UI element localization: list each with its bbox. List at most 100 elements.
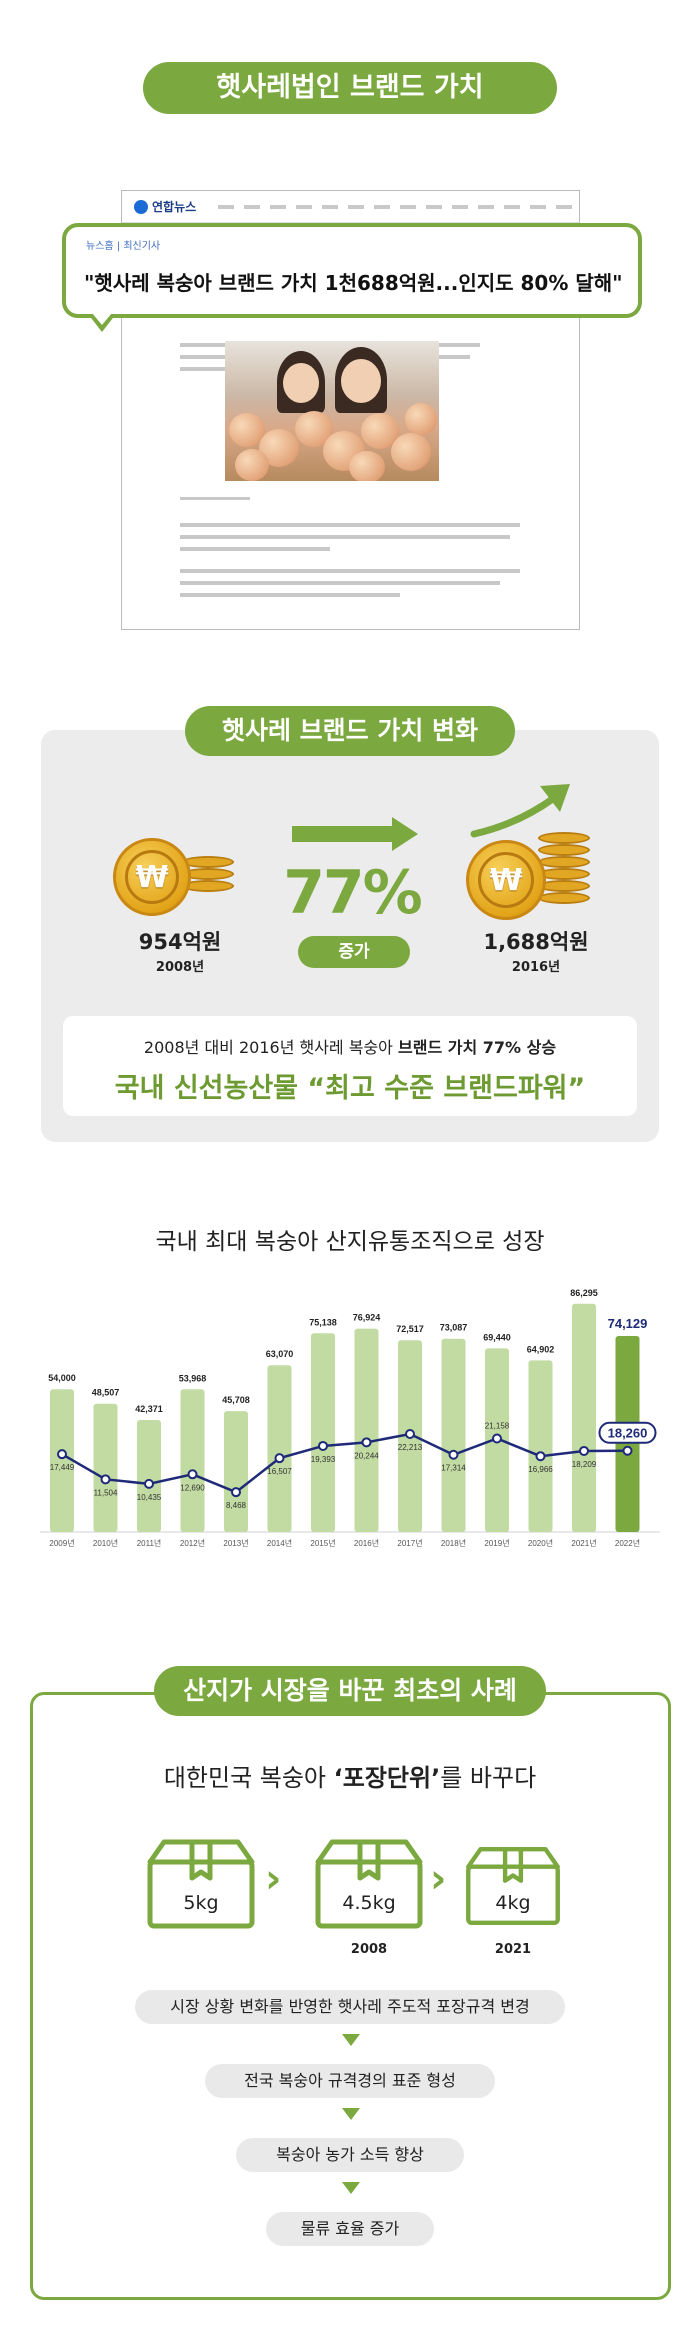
- chart-point: [274, 1453, 285, 1464]
- headline-callout: 뉴스홈 | 최신기사 "햇사레 복숭아 브랜드 가치 1천688억원...인지도…: [62, 223, 642, 318]
- box-4kg-label: 4kg: [495, 1892, 531, 1914]
- x-tick-label: 2018년: [441, 1538, 466, 1548]
- brand-value-summary: 2008년 대비 2016년 햇사레 복숭아 브랜드 가치 77% 상승 국내 …: [63, 1016, 637, 1116]
- line-value-label: 17,449: [50, 1463, 75, 1472]
- won-coin-icon: ₩: [466, 840, 546, 920]
- chevron-right-icon: ›: [430, 1856, 447, 1902]
- x-tick-label: 2011년: [137, 1538, 162, 1548]
- bar-value-label: 86,295: [570, 1288, 598, 1298]
- line-value-label: 16,507: [267, 1467, 292, 1476]
- chart-bar: [50, 1389, 74, 1532]
- callout-tail-inner: [92, 313, 112, 325]
- box-4kg-year: 2021: [494, 1942, 532, 1957]
- box-5kg-icon: [147, 1839, 255, 1929]
- line-value-label: 16,966: [528, 1465, 553, 1474]
- box-4kg-icon: [466, 1846, 560, 1926]
- chart-bar: [267, 1365, 292, 1532]
- chart-point: [361, 1437, 372, 1448]
- chart-point: [187, 1469, 198, 1480]
- chart-point: [492, 1433, 502, 1444]
- news-logo-icon: [134, 199, 148, 214]
- box-4-5kg-label: 4.5kg: [342, 1892, 396, 1914]
- bar-value-label: 69,440: [483, 1332, 511, 1342]
- chart-bar: [137, 1419, 161, 1532]
- x-tick-label: 2017년: [397, 1538, 422, 1548]
- news-breadcrumb: 뉴스홈 | 최신기사: [86, 241, 161, 252]
- growth-chart-title: 국내 최대 복숭아 산지유통조직으로 성장: [155, 1229, 545, 1255]
- growth-arrow-icon: [292, 826, 394, 842]
- chart-point: [535, 1451, 546, 1462]
- bar-value-label: 72,517: [396, 1324, 424, 1334]
- article-text-line: [180, 569, 520, 573]
- article-text-line: [180, 581, 500, 585]
- chart-point: [448, 1449, 459, 1460]
- won-coin-icon: ₩: [113, 838, 191, 916]
- chart-bar: [354, 1328, 379, 1532]
- chart-point: [57, 1449, 67, 1460]
- chart-point: [318, 1440, 328, 1451]
- line-value-label: 20,244: [354, 1451, 379, 1460]
- article-text-line: [180, 523, 520, 527]
- bar-value-label: 64,902: [527, 1344, 555, 1354]
- line-value-label: 21,158: [485, 1421, 510, 1430]
- flow-step-4: 물류 효율 증가: [266, 2212, 434, 2246]
- chart-line: [61, 1432, 628, 1494]
- chart-point: [622, 1445, 633, 1456]
- box-5kg-label: 5kg: [183, 1892, 219, 1914]
- growth-arrow-head-icon: [392, 817, 418, 851]
- line-value-label: 22,213: [398, 1443, 423, 1452]
- summary-line-2: 국내 신선농산물 “최고 수준 브랜드파워”: [114, 1073, 586, 1104]
- line-value-label: 8,468: [226, 1501, 247, 1510]
- box-4-5kg-year: 2008: [350, 1942, 388, 1957]
- x-tick-label: 2016년: [354, 1538, 379, 1548]
- chart-point: [144, 1478, 154, 1489]
- line-value-label: 10,435: [137, 1493, 162, 1502]
- line-value-label: 11,504: [94, 1488, 118, 1497]
- news-menu: [218, 204, 573, 209]
- packaging-heading: 대한민국 복숭아 ‘포장단위’를 바꾸다: [163, 1764, 537, 1792]
- chart-point: [579, 1445, 589, 1456]
- bar-value-label: 45,708: [222, 1395, 250, 1405]
- x-tick-label: 2015년: [310, 1538, 335, 1548]
- year-2008: 2008년: [155, 960, 205, 975]
- flow-step-2: 전국 복숭아 규격경의 표준 형성: [205, 2064, 495, 2098]
- article-text-line: [180, 535, 510, 539]
- news-topbar: 연합뉴스: [122, 191, 579, 223]
- flow-step-1: 시장 상황 변화를 반영한 햇사레 주도적 포장규격 변경: [135, 1990, 565, 2024]
- news-logo: 연합뉴스: [134, 198, 196, 215]
- arrow-down-icon: [342, 2182, 360, 2194]
- news-logo-text: 연합뉴스: [152, 200, 197, 214]
- brand-value-2016: 1,688억원: [483, 930, 589, 954]
- growth-percent: 77%: [283, 858, 423, 928]
- chart-point: [100, 1474, 111, 1485]
- line-value-label: 18,209: [572, 1460, 597, 1469]
- x-tick-label: 2013년: [223, 1538, 248, 1548]
- x-tick-label: 2014년: [267, 1538, 292, 1548]
- line-value-label: 12,690: [180, 1483, 205, 1492]
- news-headline: "햇사레 복숭아 브랜드 가치 1천688억원...인지도 80% 달해": [84, 271, 623, 295]
- section-title-brand-value: 햇사레법인 브랜드 가치: [143, 62, 557, 114]
- article-photo: [225, 341, 439, 481]
- growth-label-badge: 증가: [298, 936, 410, 968]
- flow-step-3: 복숭아 농가 소득 향상: [236, 2138, 464, 2172]
- section-title-brand-value-change: 햇사레 브랜드 가치 변화: [185, 706, 515, 756]
- chevron-right-icon: ›: [265, 1856, 282, 1902]
- chart-bar: [572, 1303, 596, 1532]
- chart-bar: [311, 1333, 335, 1532]
- line-value-label: 19,393: [311, 1455, 336, 1464]
- arrow-down-icon: [342, 2034, 360, 2046]
- section-title-first-case: 산지가 시장을 바꾼 최초의 사례: [154, 1666, 546, 1716]
- box-4-5kg-icon: [315, 1839, 423, 1929]
- article-text-line: [180, 593, 400, 597]
- x-tick-label: 2022년: [615, 1538, 640, 1548]
- bar-value-label: 74,129: [608, 1316, 648, 1331]
- chart-point: [405, 1429, 415, 1440]
- brand-value-2008: 954억원: [138, 930, 222, 954]
- chart-bar: [528, 1360, 553, 1532]
- line-value-badge: [598, 1421, 657, 1444]
- bar-value-label: 75,138: [309, 1317, 337, 1327]
- article-text-line: [180, 547, 330, 551]
- line-value-label: 17,314: [441, 1464, 466, 1473]
- growth-chart: 54,000 2009년 48,507 2010년 42,371 2011년 53,968 2…: [40, 1288, 660, 1548]
- bar-value-label: 48,507: [92, 1388, 120, 1398]
